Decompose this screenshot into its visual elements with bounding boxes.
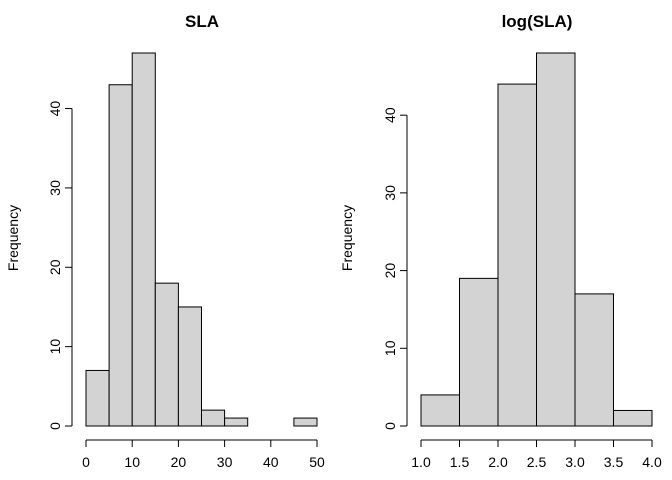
histogram-bar [420, 394, 460, 427]
histogram-bar [131, 52, 156, 427]
histogram-bar [108, 84, 133, 427]
x-tick-label: 1.5 [450, 454, 470, 470]
bar-group [420, 52, 653, 427]
histogram-bar [459, 277, 499, 427]
histogram-bar [574, 293, 614, 427]
x-tick-label: 3.5 [604, 454, 624, 470]
histogram-panel-sla: SLA Frequency 0 10 20 30 40 50 0 10 20 30 40 [5, 12, 325, 470]
y-axis-label: Frequency [5, 205, 21, 271]
histogram-bar [224, 417, 249, 427]
histogram-bar [177, 306, 202, 427]
y-tick-label: 30 [382, 185, 398, 201]
histogram-bar [536, 52, 576, 427]
x-tick-label: 0 [82, 454, 90, 470]
x-tick-label: 1.0 [411, 454, 431, 470]
histogram-bar [613, 409, 653, 427]
x-tick-label: 30 [217, 454, 233, 470]
x-tick-label: 3.0 [565, 454, 585, 470]
chart-title: SLA [185, 12, 219, 31]
y-tick-label: 20 [47, 259, 63, 275]
x-tick-label: 50 [309, 454, 325, 470]
y-tick-label: 40 [382, 107, 398, 123]
x-tick-label: 2.0 [488, 454, 508, 470]
y-tick-label: 10 [382, 340, 398, 356]
y-axis-label: Frequency [339, 205, 355, 271]
x-tick-label: 40 [263, 454, 279, 470]
x-tick-label: 2.5 [527, 454, 547, 470]
x-tick-label: 4.0 [642, 454, 662, 470]
y-tick-label: 30 [47, 180, 63, 196]
bar-group [85, 52, 318, 427]
histogram-bar [154, 282, 179, 427]
histogram-bar [497, 83, 537, 427]
x-axis: 1.0 1.5 2.0 2.5 3.0 3.5 4.0 [411, 439, 662, 470]
histogram-bar [201, 409, 226, 427]
y-axis: 0 10 20 30 40 [47, 101, 73, 430]
histogram-bar [293, 417, 318, 427]
y-tick-label: 0 [47, 422, 63, 430]
y-tick-label: 20 [382, 263, 398, 279]
histogram-panel-log-sla: log(SLA) Frequency 1.0 1.5 2.0 2.5 3.0 3.5 4.0… [339, 12, 662, 470]
x-axis: 0 10 20 30 40 50 [82, 439, 325, 470]
y-tick-label: 40 [47, 101, 63, 117]
chart-title: log(SLA) [502, 12, 573, 31]
y-tick-label: 0 [382, 422, 398, 430]
histogram-bar [85, 369, 110, 427]
y-axis: 0 10 20 30 40 [382, 107, 408, 430]
x-tick-label: 20 [171, 454, 187, 470]
x-tick-label: 10 [124, 454, 140, 470]
y-tick-label: 10 [47, 339, 63, 355]
